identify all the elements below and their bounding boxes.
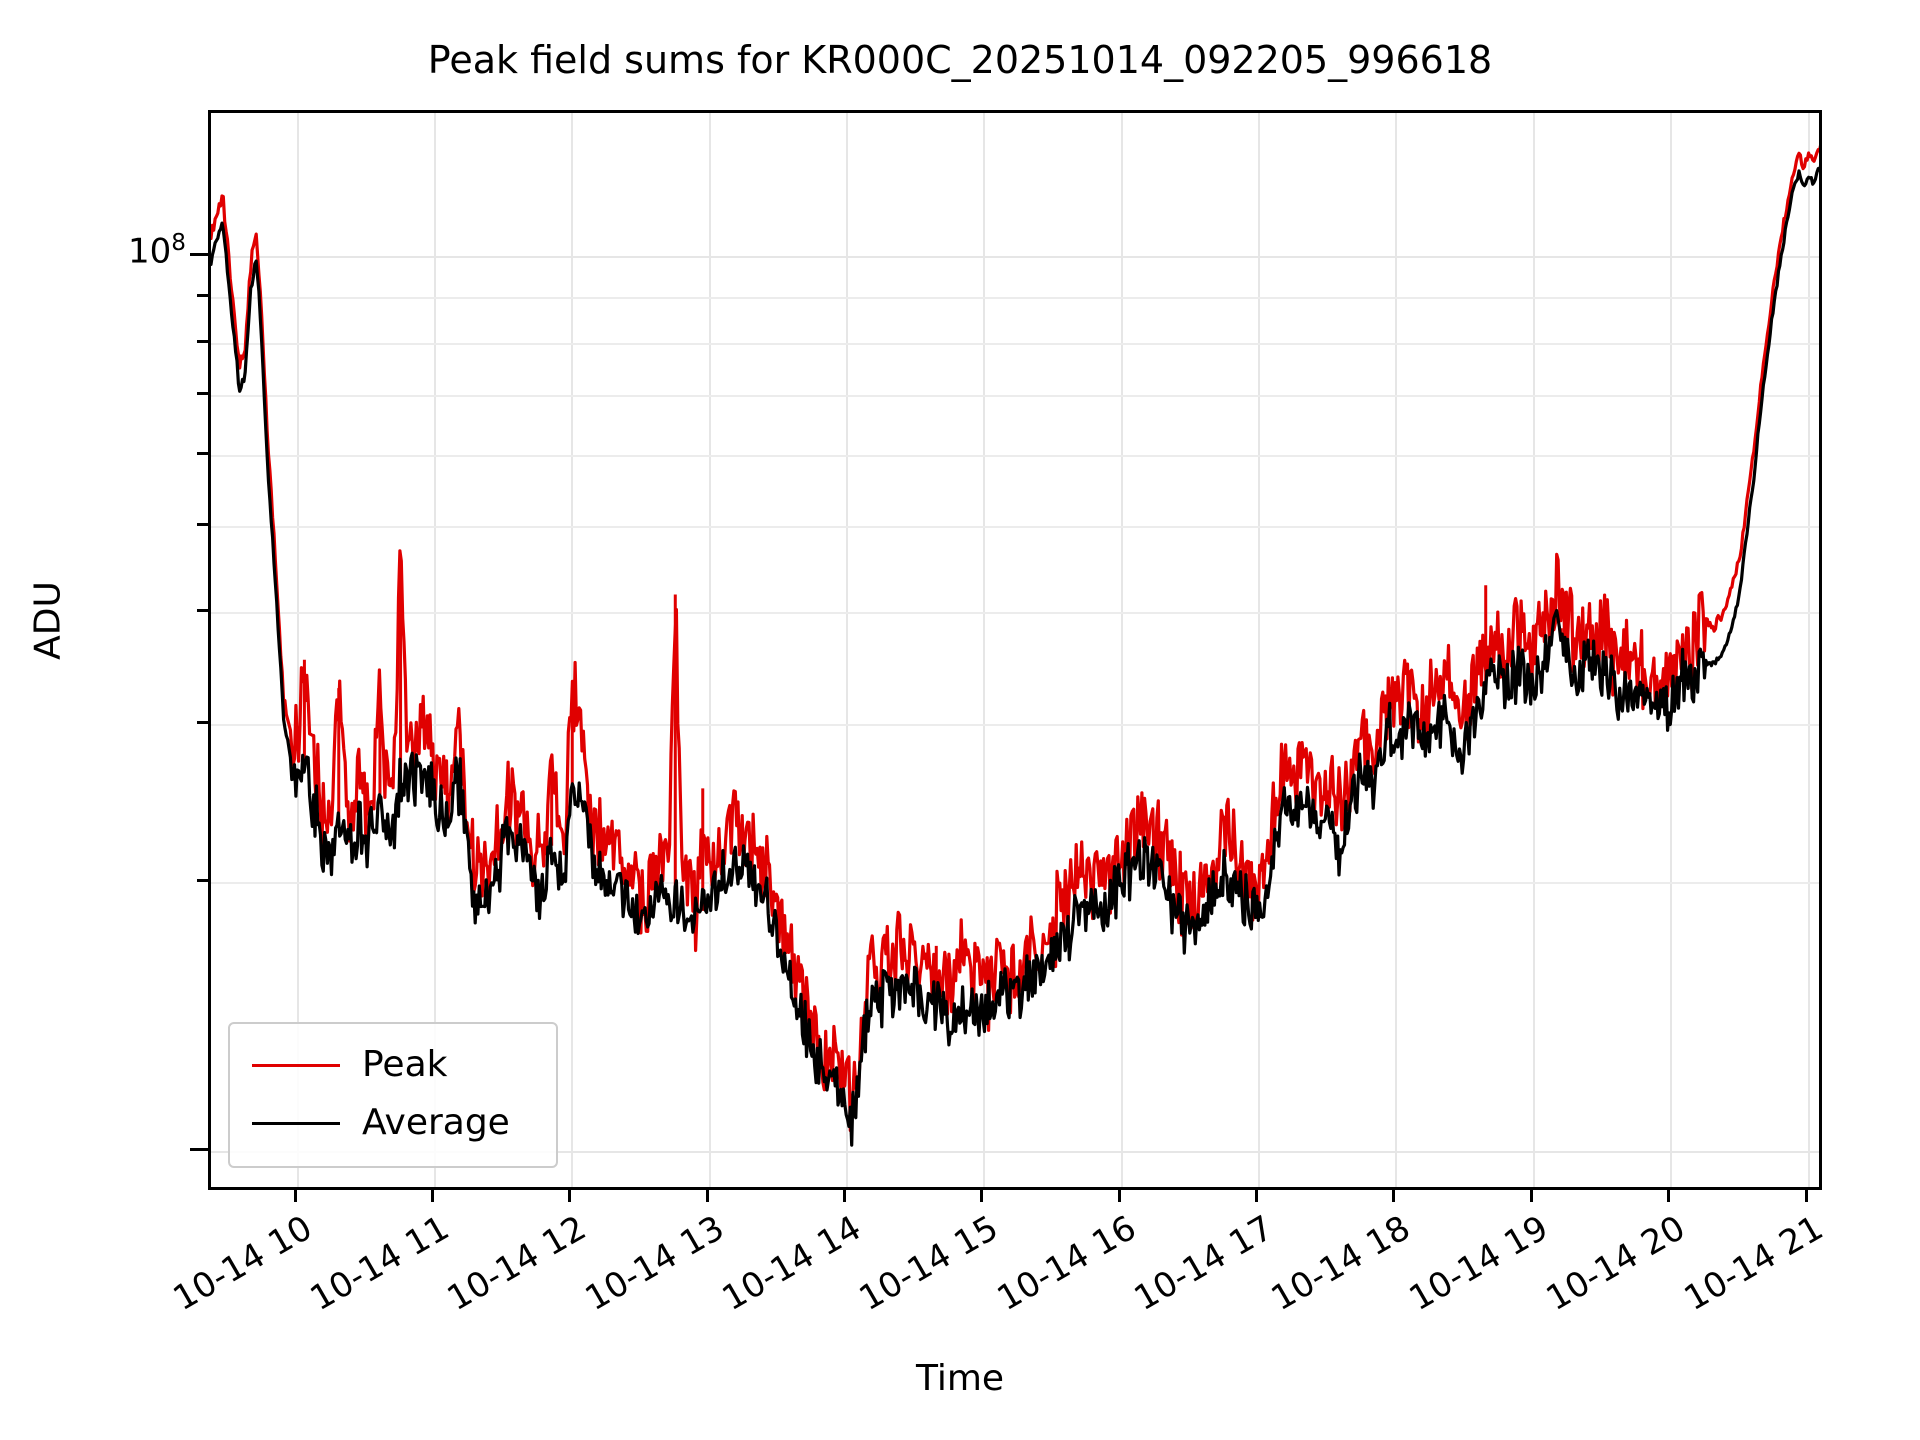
legend-item-peak[interactable]: Peak bbox=[230, 1036, 556, 1094]
gridline-horizontal bbox=[211, 612, 1819, 615]
legend-label-peak: Peak bbox=[362, 1044, 448, 1085]
gridline-vertical bbox=[1258, 113, 1261, 1187]
gridline-vertical bbox=[296, 113, 299, 1187]
x-tick-mark bbox=[430, 1190, 434, 1202]
x-tick-mark bbox=[980, 1190, 984, 1202]
legend-label-average: Average bbox=[362, 1102, 510, 1143]
gridline-horizontal bbox=[211, 256, 1819, 259]
gridline-horizontal bbox=[211, 394, 1819, 397]
x-tick-mark bbox=[293, 1190, 297, 1202]
page-title: Peak field sums for KR000C_20251014_0922… bbox=[427, 38, 1493, 82]
data-lines bbox=[211, 144, 1819, 1147]
gridline-vertical bbox=[571, 113, 574, 1187]
plot-area bbox=[208, 110, 1822, 1190]
spike-group bbox=[302, 571, 1563, 1006]
x-tick-mark bbox=[1255, 1190, 1259, 1202]
gridline-vertical bbox=[433, 113, 436, 1187]
legend-item-average[interactable]: Average bbox=[230, 1094, 556, 1152]
y-tick-label: 108 bbox=[128, 230, 186, 272]
gridline-horizontal bbox=[211, 1151, 1819, 1154]
gridline-horizontal bbox=[211, 297, 1819, 300]
gridline-vertical bbox=[1670, 113, 1673, 1187]
x-tick-mark bbox=[1392, 1190, 1396, 1202]
gridline-vertical bbox=[1120, 113, 1123, 1187]
gridline-vertical bbox=[1807, 113, 1810, 1187]
gridline-horizontal bbox=[211, 881, 1819, 884]
x-tick-mark bbox=[1529, 1190, 1533, 1202]
x-tick-mark bbox=[1804, 1190, 1808, 1202]
y-tick-mark bbox=[190, 253, 208, 257]
y-tick-mark bbox=[197, 609, 208, 613]
y-tick-mark bbox=[197, 522, 208, 526]
gridline-horizontal bbox=[211, 724, 1819, 727]
legend: Peak Average bbox=[228, 1022, 558, 1168]
gridline-horizontal bbox=[211, 343, 1819, 346]
gridline-horizontal bbox=[211, 454, 1819, 457]
y-tick-mark bbox=[197, 294, 208, 298]
y-tick-mark bbox=[197, 340, 208, 344]
line-series-average bbox=[211, 165, 1819, 1147]
y-tick-mark bbox=[197, 878, 208, 882]
gridline-horizontal bbox=[211, 525, 1819, 528]
y-axis-label: ADU bbox=[27, 581, 69, 660]
y-tick-mark bbox=[197, 391, 208, 395]
x-tick-mark bbox=[568, 1190, 572, 1202]
gridline-vertical bbox=[983, 113, 986, 1187]
legend-line-icon-average bbox=[252, 1121, 340, 1125]
gridline-vertical bbox=[845, 113, 848, 1187]
y-tick-mark bbox=[197, 721, 208, 725]
x-tick-mark bbox=[1667, 1190, 1671, 1202]
legend-line-icon-peak bbox=[252, 1063, 340, 1067]
gridline-vertical bbox=[708, 113, 711, 1187]
x-tick-mark bbox=[705, 1190, 709, 1202]
x-tick-mark bbox=[842, 1190, 846, 1202]
y-tick-mark bbox=[190, 1148, 208, 1152]
y-tick-mark bbox=[197, 451, 208, 455]
x-axis-label: Time bbox=[915, 1358, 1005, 1399]
gridline-vertical bbox=[1395, 113, 1398, 1187]
x-tick-mark bbox=[1117, 1190, 1121, 1202]
